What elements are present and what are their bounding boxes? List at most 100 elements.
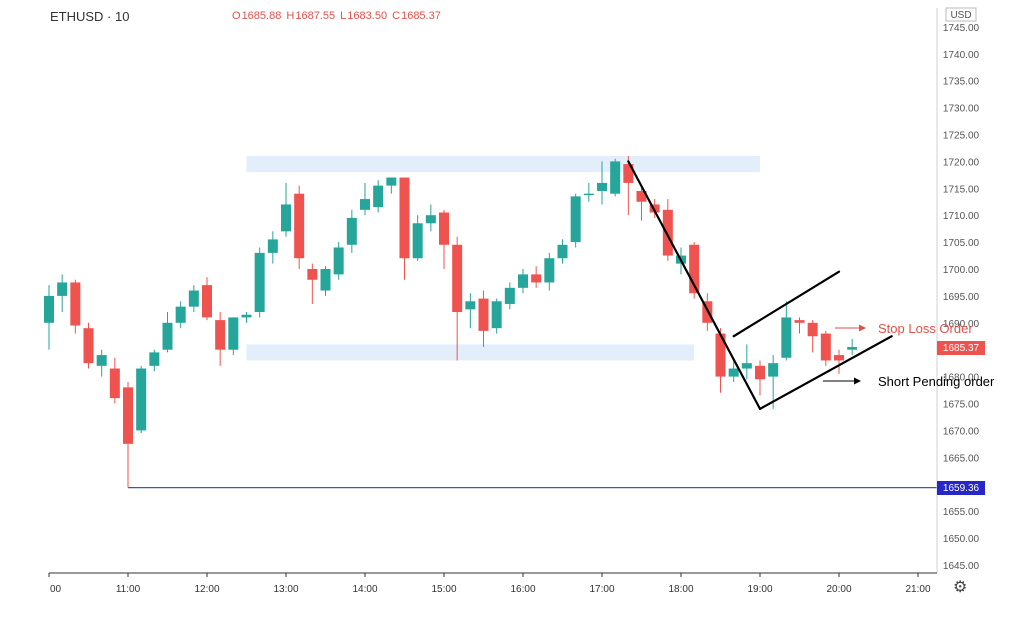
stop-loss-arrow-head: [859, 324, 866, 332]
candle: [399, 177, 410, 280]
candle: [807, 320, 818, 353]
candle-body: [755, 365, 765, 380]
candle-body: [149, 352, 160, 366]
time-axis[interactable]: 00 11:00 12:00 13:00 14:00 15:00 16:00 17:00 18:…: [48, 572, 937, 595]
candle-body: [333, 247, 344, 275]
price-tick-label: 1645.00: [943, 561, 980, 572]
candle: [623, 156, 634, 216]
candle: [346, 209, 357, 253]
time-tick-label: 20:00: [826, 584, 851, 595]
price-tick-label: 1650.00: [943, 534, 980, 545]
candle-body: [399, 177, 410, 259]
candle-body: [44, 295, 54, 323]
candle-body: [57, 282, 68, 296]
time-tick-label: 19:00: [747, 584, 772, 595]
price-tick-label: 1720.00: [943, 157, 980, 168]
price-tick-label: 1695.00: [943, 292, 980, 303]
stop-loss-label: Stop Loss Order: [878, 321, 973, 336]
candle: [544, 252, 555, 291]
candle-body: [241, 314, 252, 318]
candle-body: [768, 363, 779, 377]
candle: [491, 298, 502, 334]
candle-body: [83, 328, 94, 364]
candle: [649, 199, 660, 218]
candle-body: [452, 244, 463, 313]
candle-body: [847, 347, 858, 350]
price-axis[interactable]: 1645.001650.001655.001660.001665.001670.…: [936, 7, 985, 573]
candle: [794, 317, 805, 334]
time-tick-label: 13:00: [273, 584, 298, 595]
candle-body: [689, 244, 700, 294]
candle-body: [346, 217, 357, 245]
candle: [728, 360, 739, 382]
candle-body: [425, 215, 436, 224]
candle-body: [175, 306, 186, 323]
candle: [768, 355, 779, 409]
price-tick-label: 1735.00: [943, 77, 980, 88]
symbol-label[interactable]: ETHUSD · 10: [50, 9, 130, 24]
candle-body: [531, 274, 542, 283]
candle: [188, 285, 199, 313]
zones-layer: [128, 156, 937, 489]
price-tick-label: 1655.00: [943, 507, 980, 518]
short-pending-label: Short Pending order: [878, 374, 995, 389]
flag-lower-line: [758, 335, 893, 410]
candle-body: [597, 182, 607, 191]
candle-body: [834, 355, 844, 361]
candle: [294, 185, 305, 269]
settings-gear-icon[interactable]: ⚙: [953, 579, 968, 596]
candle: [320, 266, 331, 296]
candle-body: [649, 204, 660, 213]
time-tick-label: 12:00: [194, 584, 219, 595]
candle: [583, 182, 594, 202]
candles-layer: [44, 156, 858, 488]
candle: [597, 161, 607, 205]
candle-body: [465, 301, 476, 310]
time-tick-label: 14:00: [352, 584, 377, 595]
low-price-label: 1659.36: [943, 483, 980, 494]
candle-body: [360, 199, 370, 210]
price-tick-label: 1690.00: [943, 319, 980, 330]
candle: [44, 285, 54, 350]
candle-body: [781, 317, 792, 358]
candle-body: [544, 258, 555, 283]
candle: [333, 242, 344, 280]
candle: [425, 204, 436, 232]
current-price-badge: [937, 341, 985, 355]
time-axis-ticks: 00 11:00 12:00 13:00 14:00 15:00 16:00 17:00 18:…: [48, 573, 931, 595]
current-price-label: 1685.37: [943, 343, 980, 354]
price-tick-label: 1715.00: [943, 184, 980, 195]
candle: [267, 231, 278, 264]
flag-upper-line: [732, 270, 841, 338]
candle-body: [478, 298, 489, 331]
candle: [307, 263, 318, 304]
ohlc-readout: O1685.88 H1687.55 L1683.50 C1685.37: [232, 10, 443, 22]
candle-body: [254, 252, 265, 313]
candle: [57, 274, 68, 313]
candle: [149, 349, 160, 372]
candle: [504, 282, 515, 310]
time-tick-label: 00: [50, 584, 62, 595]
candle: [715, 328, 726, 393]
candle: [834, 349, 844, 374]
candle: [755, 360, 765, 396]
support-zone: [246, 344, 695, 361]
candle: [662, 199, 673, 261]
candle-body: [807, 322, 818, 337]
candle: [610, 158, 621, 197]
time-tick-label: 15:00: [431, 584, 456, 595]
candle: [636, 188, 647, 221]
candle-body: [215, 320, 226, 350]
candle-body: [202, 285, 212, 318]
candle-body: [794, 320, 805, 323]
candle: [557, 239, 568, 264]
candle-body: [294, 193, 305, 259]
price-tick-label: 1680.00: [943, 373, 980, 384]
candle-body: [439, 212, 449, 245]
price-tick-label: 1675.00: [943, 400, 980, 411]
resistance-zone: [246, 156, 760, 173]
short-pending-arrow-head: [854, 377, 861, 385]
candle: [70, 279, 81, 334]
candle: [360, 182, 370, 216]
